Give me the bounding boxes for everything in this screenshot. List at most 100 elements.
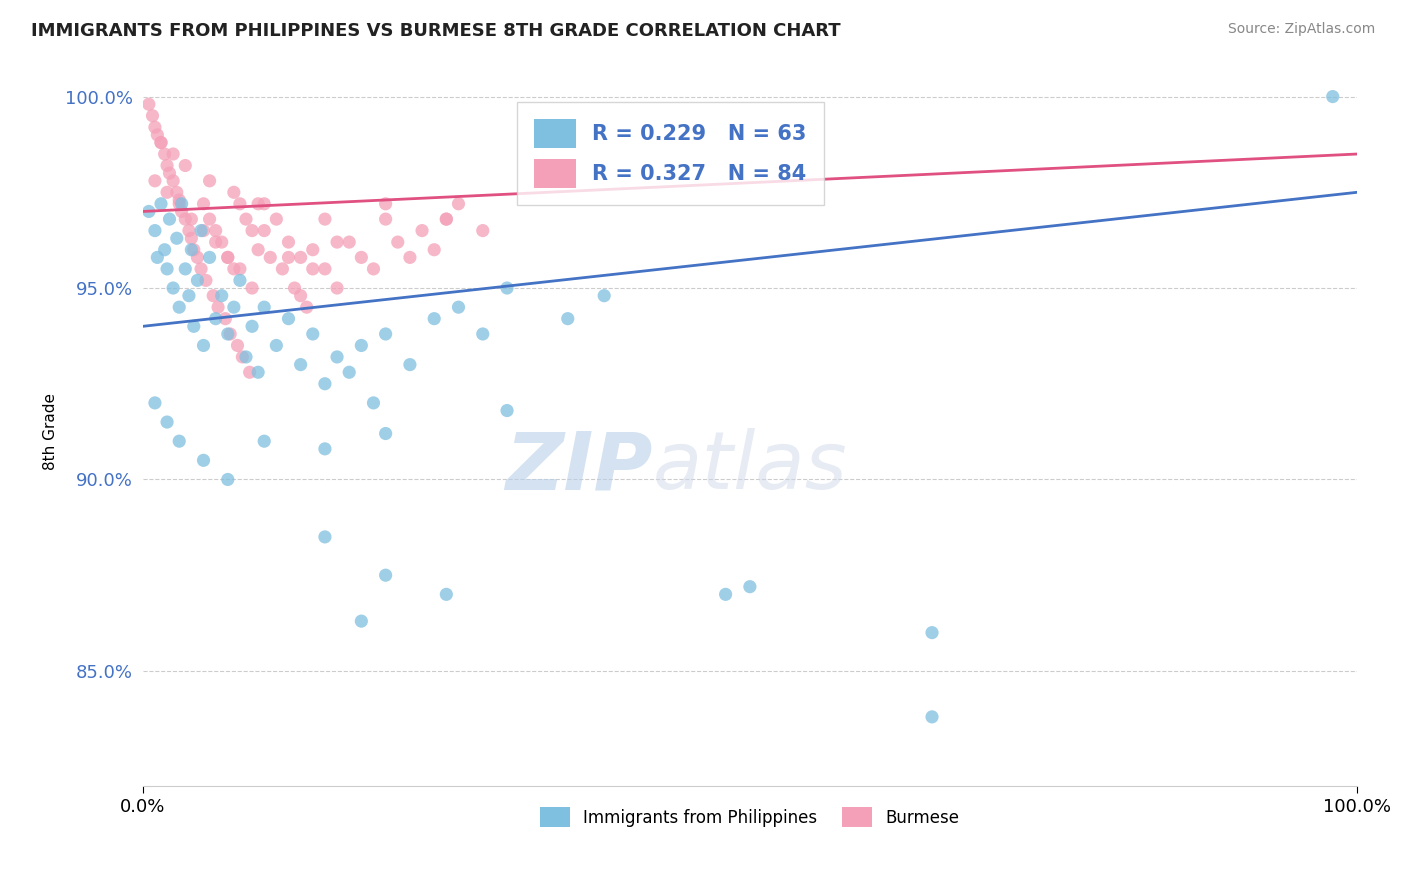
Point <box>180 212 202 227</box>
Point <box>301 243 323 257</box>
Point <box>253 224 276 238</box>
Point <box>240 281 263 295</box>
Point <box>198 212 221 227</box>
Point <box>284 281 307 295</box>
Point <box>247 365 270 379</box>
Point <box>593 288 616 302</box>
Point <box>167 434 190 449</box>
Point <box>211 235 233 249</box>
Point <box>496 281 519 295</box>
Point <box>235 350 257 364</box>
Point <box>259 251 281 265</box>
Point <box>170 204 193 219</box>
Point <box>363 396 385 410</box>
Point <box>150 136 173 150</box>
Point <box>447 300 470 314</box>
Point <box>174 159 197 173</box>
Point <box>350 614 373 628</box>
Point <box>193 338 215 352</box>
Point <box>423 311 446 326</box>
Point <box>177 224 200 238</box>
Point <box>374 326 396 341</box>
Point <box>156 415 179 429</box>
Point <box>217 326 239 341</box>
Point <box>219 326 242 341</box>
Point <box>138 204 160 219</box>
Point <box>177 288 200 302</box>
Point <box>229 261 252 276</box>
Point <box>167 196 190 211</box>
Point <box>921 710 943 724</box>
Point <box>423 243 446 257</box>
Point <box>229 196 252 211</box>
Point <box>277 311 299 326</box>
Point <box>399 251 422 265</box>
Point <box>198 251 221 265</box>
Point <box>266 212 288 227</box>
Point <box>363 261 385 276</box>
Point <box>231 350 253 364</box>
Point <box>253 300 276 314</box>
Point <box>434 587 457 601</box>
Text: ZIP: ZIP <box>505 428 652 506</box>
Y-axis label: 8th Grade: 8th Grade <box>44 393 58 470</box>
Point <box>240 224 263 238</box>
Point <box>434 212 457 227</box>
Point <box>226 338 249 352</box>
Point <box>921 625 943 640</box>
Point <box>738 580 761 594</box>
Point <box>277 251 299 265</box>
Legend: Immigrants from Philippines, Burmese: Immigrants from Philippines, Burmese <box>533 800 966 834</box>
Text: Source: ZipAtlas.com: Source: ZipAtlas.com <box>1227 22 1375 37</box>
Point <box>150 196 173 211</box>
Point <box>156 159 179 173</box>
Point <box>247 243 270 257</box>
Point <box>204 311 226 326</box>
Point <box>374 426 396 441</box>
Point <box>174 212 197 227</box>
Point <box>447 196 470 211</box>
Point <box>222 300 245 314</box>
Point <box>156 261 179 276</box>
Point <box>193 196 215 211</box>
Point <box>190 224 212 238</box>
Point <box>186 273 208 287</box>
Point <box>337 235 360 249</box>
Point <box>143 174 166 188</box>
Point <box>295 300 318 314</box>
Point <box>1322 89 1344 103</box>
Point <box>326 235 349 249</box>
Point <box>204 235 226 249</box>
Point <box>217 251 239 265</box>
Point <box>271 261 294 276</box>
Point <box>399 358 422 372</box>
Point <box>350 251 373 265</box>
Point <box>207 300 229 314</box>
Point <box>290 251 312 265</box>
Point <box>183 319 205 334</box>
Point <box>153 243 176 257</box>
Point <box>496 403 519 417</box>
Point <box>193 224 215 238</box>
Point <box>143 396 166 410</box>
Point <box>314 212 336 227</box>
Point <box>180 243 202 257</box>
Point <box>162 174 184 188</box>
Point <box>222 186 245 200</box>
Point <box>180 231 202 245</box>
Point <box>217 473 239 487</box>
Point <box>150 136 173 150</box>
Point <box>714 587 737 601</box>
Point <box>471 224 494 238</box>
Point <box>240 319 263 334</box>
Point <box>314 376 336 391</box>
Point <box>183 243 205 257</box>
Point <box>247 196 270 211</box>
Point <box>174 261 197 276</box>
Point <box>222 261 245 276</box>
Point <box>141 109 163 123</box>
Point <box>194 273 217 287</box>
Point <box>167 193 190 207</box>
Point <box>434 212 457 227</box>
Point <box>156 186 179 200</box>
